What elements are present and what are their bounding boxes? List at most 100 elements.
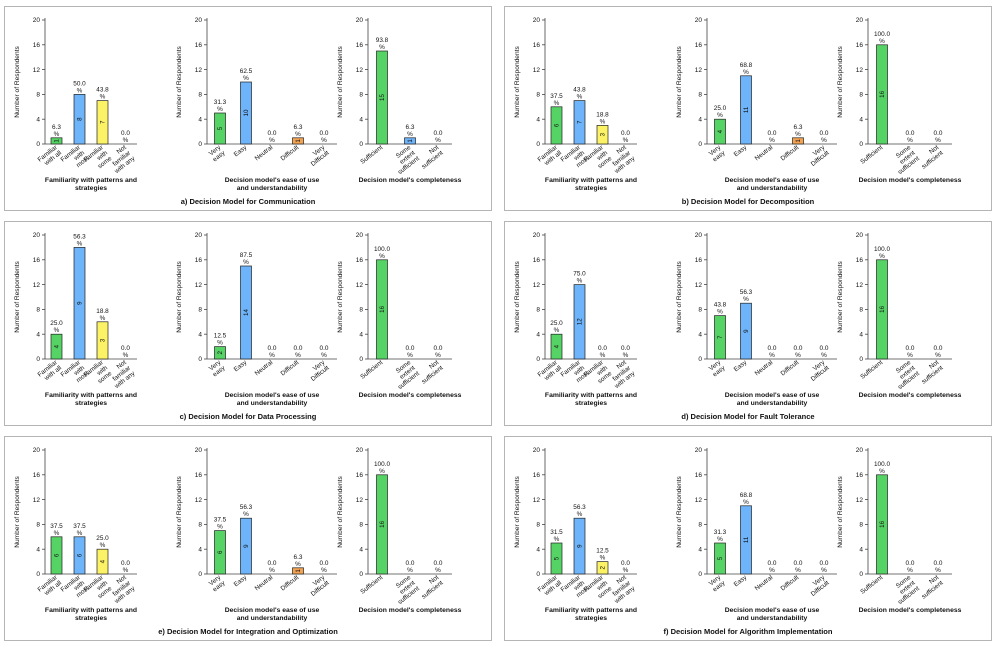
y-tick-label: 0 bbox=[36, 356, 40, 363]
x-tick-label: VeryDifficult bbox=[305, 359, 331, 383]
x-tick-label-line: Not bbox=[428, 359, 440, 371]
x-tick-label: Familiarwithsome bbox=[83, 144, 115, 175]
y-tick-label: 8 bbox=[536, 522, 540, 529]
y-tick-label: 12 bbox=[695, 282, 703, 289]
y-tick-label: 16 bbox=[533, 257, 541, 264]
y-axis-title: Number of Respondents bbox=[514, 261, 521, 333]
bar-chart: Number of Respondents 0 4 8 12 16 20 4 25.0% Fami… bbox=[14, 232, 137, 407]
bar-percent-label: 25.0 bbox=[714, 105, 727, 112]
bar-percent-sign: % bbox=[554, 327, 560, 334]
bar-chart: Number of Respondents 0 4 8 12 16 20 16 100.0% Su… bbox=[837, 17, 962, 184]
x-axis-title: Familiarity with patterns and strategies bbox=[45, 392, 137, 407]
y-tick-label: 8 bbox=[359, 307, 363, 314]
y-tick-label: 16 bbox=[695, 42, 703, 49]
y-tick-label: 20 bbox=[356, 17, 364, 24]
y-tick-label: 20 bbox=[695, 447, 703, 454]
bar bbox=[292, 137, 304, 145]
bar-count-label: 3 bbox=[600, 132, 607, 136]
bar-percent-label: 25.0 bbox=[50, 320, 63, 327]
bar-percent-sign: % bbox=[123, 567, 129, 574]
bar-percent-label: 6.3 bbox=[294, 554, 303, 561]
bar-percent-sign: % bbox=[54, 327, 60, 334]
bar-percent-label: 6.3 bbox=[52, 124, 61, 131]
bar bbox=[550, 333, 563, 360]
bar-percent-sign: % bbox=[407, 567, 413, 574]
bar-percent-label: 0.0 bbox=[434, 130, 443, 137]
bar-percent-label: 0.0 bbox=[320, 130, 329, 137]
bar-count-label: 6 bbox=[77, 553, 84, 557]
y-tick-label: 8 bbox=[359, 522, 363, 529]
y-tick-label: 0 bbox=[859, 356, 863, 363]
bar-count-label: 9 bbox=[243, 544, 250, 548]
bar-count-label: 9 bbox=[577, 544, 584, 548]
bar-percent-sign: % bbox=[217, 524, 223, 531]
bar bbox=[96, 100, 109, 145]
y-tick-label: 12 bbox=[356, 67, 364, 74]
bar-count-label: 5 bbox=[217, 126, 224, 130]
y-tick-label: 8 bbox=[198, 307, 202, 314]
x-tick-label: Easy bbox=[233, 574, 249, 589]
bar bbox=[214, 530, 226, 575]
y-tick-label: 4 bbox=[698, 116, 702, 123]
bar bbox=[73, 536, 86, 575]
y-axis-title: Number of Respondents bbox=[837, 46, 844, 118]
bar bbox=[596, 561, 609, 575]
y-tick-label: 16 bbox=[195, 472, 203, 479]
y-tick-label: 4 bbox=[698, 546, 702, 553]
bar-percent-sign: % bbox=[623, 137, 629, 144]
bar-percent-label: 18.8 bbox=[96, 308, 109, 315]
x-tick-label: Sufficient bbox=[359, 144, 384, 166]
bar-percent-label: 0.0 bbox=[268, 130, 277, 137]
bar bbox=[740, 302, 752, 360]
bar bbox=[96, 321, 109, 360]
bar-percent-sign: % bbox=[577, 511, 583, 518]
x-axis-title-line: Decision model's ease of use bbox=[725, 607, 820, 614]
x-tick-label: Familiarwithsome bbox=[583, 144, 615, 175]
y-tick-label: 0 bbox=[359, 571, 363, 578]
bar-percent-label: 25.0 bbox=[550, 320, 563, 327]
y-tick-label: 4 bbox=[198, 116, 202, 123]
bar bbox=[714, 315, 726, 360]
y-tick-label: 20 bbox=[33, 17, 41, 24]
bar-count-label: 9 bbox=[77, 301, 84, 305]
y-tick-label: 0 bbox=[698, 141, 702, 148]
bar bbox=[50, 137, 63, 145]
bar-chart: Number of Respondents 0 4 8 12 16 20 6 37.5% Fami… bbox=[14, 447, 137, 622]
x-tick-label: Veryeasy bbox=[707, 359, 727, 379]
x-axis-title-line: and understandability bbox=[737, 185, 808, 192]
bar-percent-sign: % bbox=[295, 131, 301, 138]
bar bbox=[50, 333, 63, 360]
x-axis-title: Decision model's completeness bbox=[359, 607, 462, 614]
bar-chart: Number of Respondents 0 4 8 12 16 20 6 37.5% Fami… bbox=[514, 17, 637, 192]
bar-percent-label: 0.0 bbox=[121, 560, 130, 567]
x-tick-label: Notsufficient bbox=[916, 359, 945, 386]
y-tick-label: 4 bbox=[359, 116, 363, 123]
x-tick-label-line: Neutral bbox=[254, 359, 275, 377]
bar-percent-label: 18.8 bbox=[596, 111, 609, 118]
x-tick-label-line: Neutral bbox=[754, 144, 775, 162]
bar-percent-sign: % bbox=[717, 112, 723, 119]
x-axis-title-line: strategies bbox=[75, 185, 107, 192]
x-axis-title: Decision model's ease of use and understa… bbox=[725, 392, 820, 407]
x-tick-label: Sufficient bbox=[859, 144, 884, 166]
figure-panel: Number of Respondents 0 4 8 12 16 20 4 25.0% Fami… bbox=[4, 221, 492, 426]
x-tick-label-line: Not bbox=[116, 574, 128, 586]
bar-count-label: 6 bbox=[217, 550, 224, 554]
bar-percent-sign: % bbox=[554, 536, 560, 543]
x-tick-label-line: Easy bbox=[233, 144, 249, 159]
x-tick-label-line: Not bbox=[928, 144, 940, 156]
y-tick-label: 12 bbox=[533, 497, 541, 504]
x-tick-label: Veryeasy bbox=[707, 144, 727, 164]
bar-percent-sign: % bbox=[54, 530, 60, 537]
x-axis-title-line: strategies bbox=[575, 185, 607, 192]
bar-count-label: 12 bbox=[577, 318, 584, 325]
bar bbox=[573, 284, 586, 360]
bar-percent-sign: % bbox=[435, 352, 441, 359]
y-axis-title: Number of Respondents bbox=[14, 476, 21, 548]
bar-percent-sign: % bbox=[243, 75, 249, 82]
bar-percent-sign: % bbox=[879, 38, 885, 45]
y-tick-label: 16 bbox=[356, 257, 364, 264]
bar-percent-sign: % bbox=[123, 352, 129, 359]
panel-caption: b) Decision Model for Decomposition bbox=[681, 197, 815, 206]
y-tick-label: 0 bbox=[359, 356, 363, 363]
